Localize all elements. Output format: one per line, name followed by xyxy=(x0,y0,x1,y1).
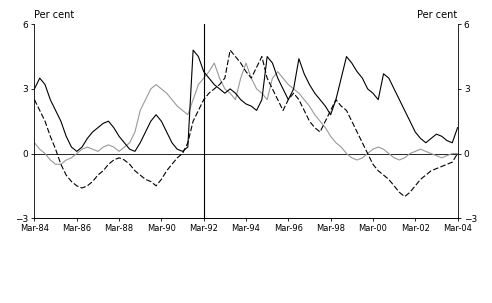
Text: Per cent: Per cent xyxy=(34,10,75,20)
Text: Per cent: Per cent xyxy=(417,10,458,20)
